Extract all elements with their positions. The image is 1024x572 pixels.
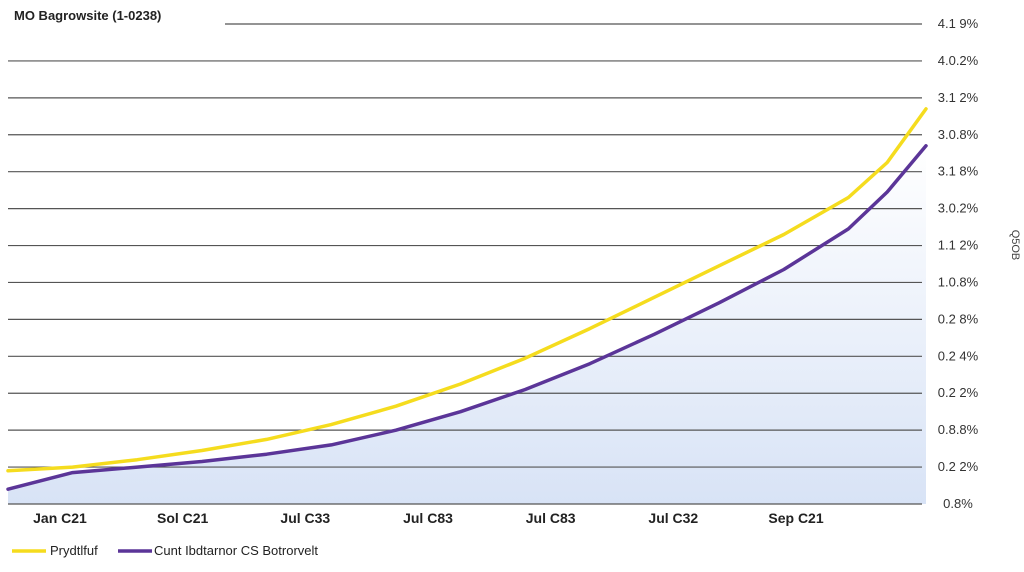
area-fill-layer [8,145,926,504]
legend: Prydtlfuf Cunt Ibdtarnor CS Botrorvelt [12,543,318,558]
x-tick-layer: Jan C21 Sol C21 Jul C33 Jul C83 Jul C83 Jul C… [33,510,824,526]
series-line-1 [6,107,928,473]
x-tick-label: Jan C21 [33,510,87,526]
x-tick-label: Jul C83 [526,510,576,526]
x-tick-label: Sol C21 [157,510,209,526]
y-tick-label: 0.2 4% [938,348,979,363]
series-layer [6,107,928,491]
chart-title: MO Bagrowsite (1-0238) [14,8,161,23]
y-tick-label: 3.1 2% [938,90,979,105]
y-tick-layer: 4.1 9% 4.0.2% 3.1 2% 3.0.8% 3.1 8% 3.0.2% 1.1 … [938,16,979,511]
legend-label-2: Cunt Ibdtarnor CS Botrorvelt [154,543,318,558]
y-tick-label: 1.1 2% [938,238,979,253]
y-tick-label: 3.0.8% [938,127,979,142]
y-tick-label: 0.8.8% [938,422,979,437]
x-tick-label: Jul C83 [403,510,453,526]
y-tick-label: 4.0.2% [938,53,979,68]
x-tick-label: Jul C32 [648,510,698,526]
legend-label-1: Prydtlfuf [50,543,98,558]
series-line-2 [6,144,928,491]
area-under-series-2 [8,145,926,504]
y-tick-label: 0.2 8% [938,311,979,326]
x-tick-label: Jul C33 [280,510,330,526]
gridline-layer [8,23,922,505]
y-tick-label: 4.1 9% [938,16,979,31]
x-tick-label: Sep C21 [768,510,823,526]
y-tick-label: 0.2 2% [938,459,979,474]
y-tick-label: 0.2 2% [938,385,979,400]
y-tick-label: 1.0.8% [938,274,979,289]
y-tick-label: 3.0.2% [938,201,979,216]
y-axis-label: Q5OB [1009,230,1021,261]
y-tick-label: 3.1 8% [938,164,979,179]
y-tick-label: 0.8% [943,496,973,511]
